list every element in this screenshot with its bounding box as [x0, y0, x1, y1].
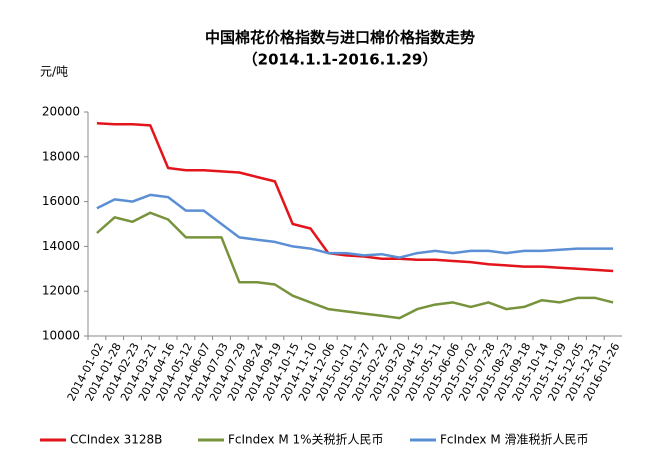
y-tick-label: 16000 — [42, 194, 80, 208]
legend-label: FcIndex M 1%关税折人民币 — [228, 432, 384, 447]
series-line — [96, 121, 614, 273]
legend-label: CCIndex 3128B — [70, 433, 162, 447]
y-tick-label: 18000 — [42, 149, 80, 163]
series-line — [96, 193, 614, 259]
y-tick-label: 10000 — [42, 329, 80, 343]
y-tick-label: 14000 — [42, 239, 80, 253]
y-tick-label: 20000 — [42, 105, 80, 119]
chart-title: 中国棉花价格指数与进口棉价格指数走势 — [205, 29, 475, 47]
series-line — [96, 211, 614, 320]
legend-label: FcIndex M 滑准税折人民币 — [440, 432, 589, 447]
y-axis-label: 元/吨 — [40, 65, 68, 79]
y-tick-label: 12000 — [42, 284, 80, 298]
chart-subtitle: （2014.1.1-2016.1.29） — [243, 51, 438, 69]
